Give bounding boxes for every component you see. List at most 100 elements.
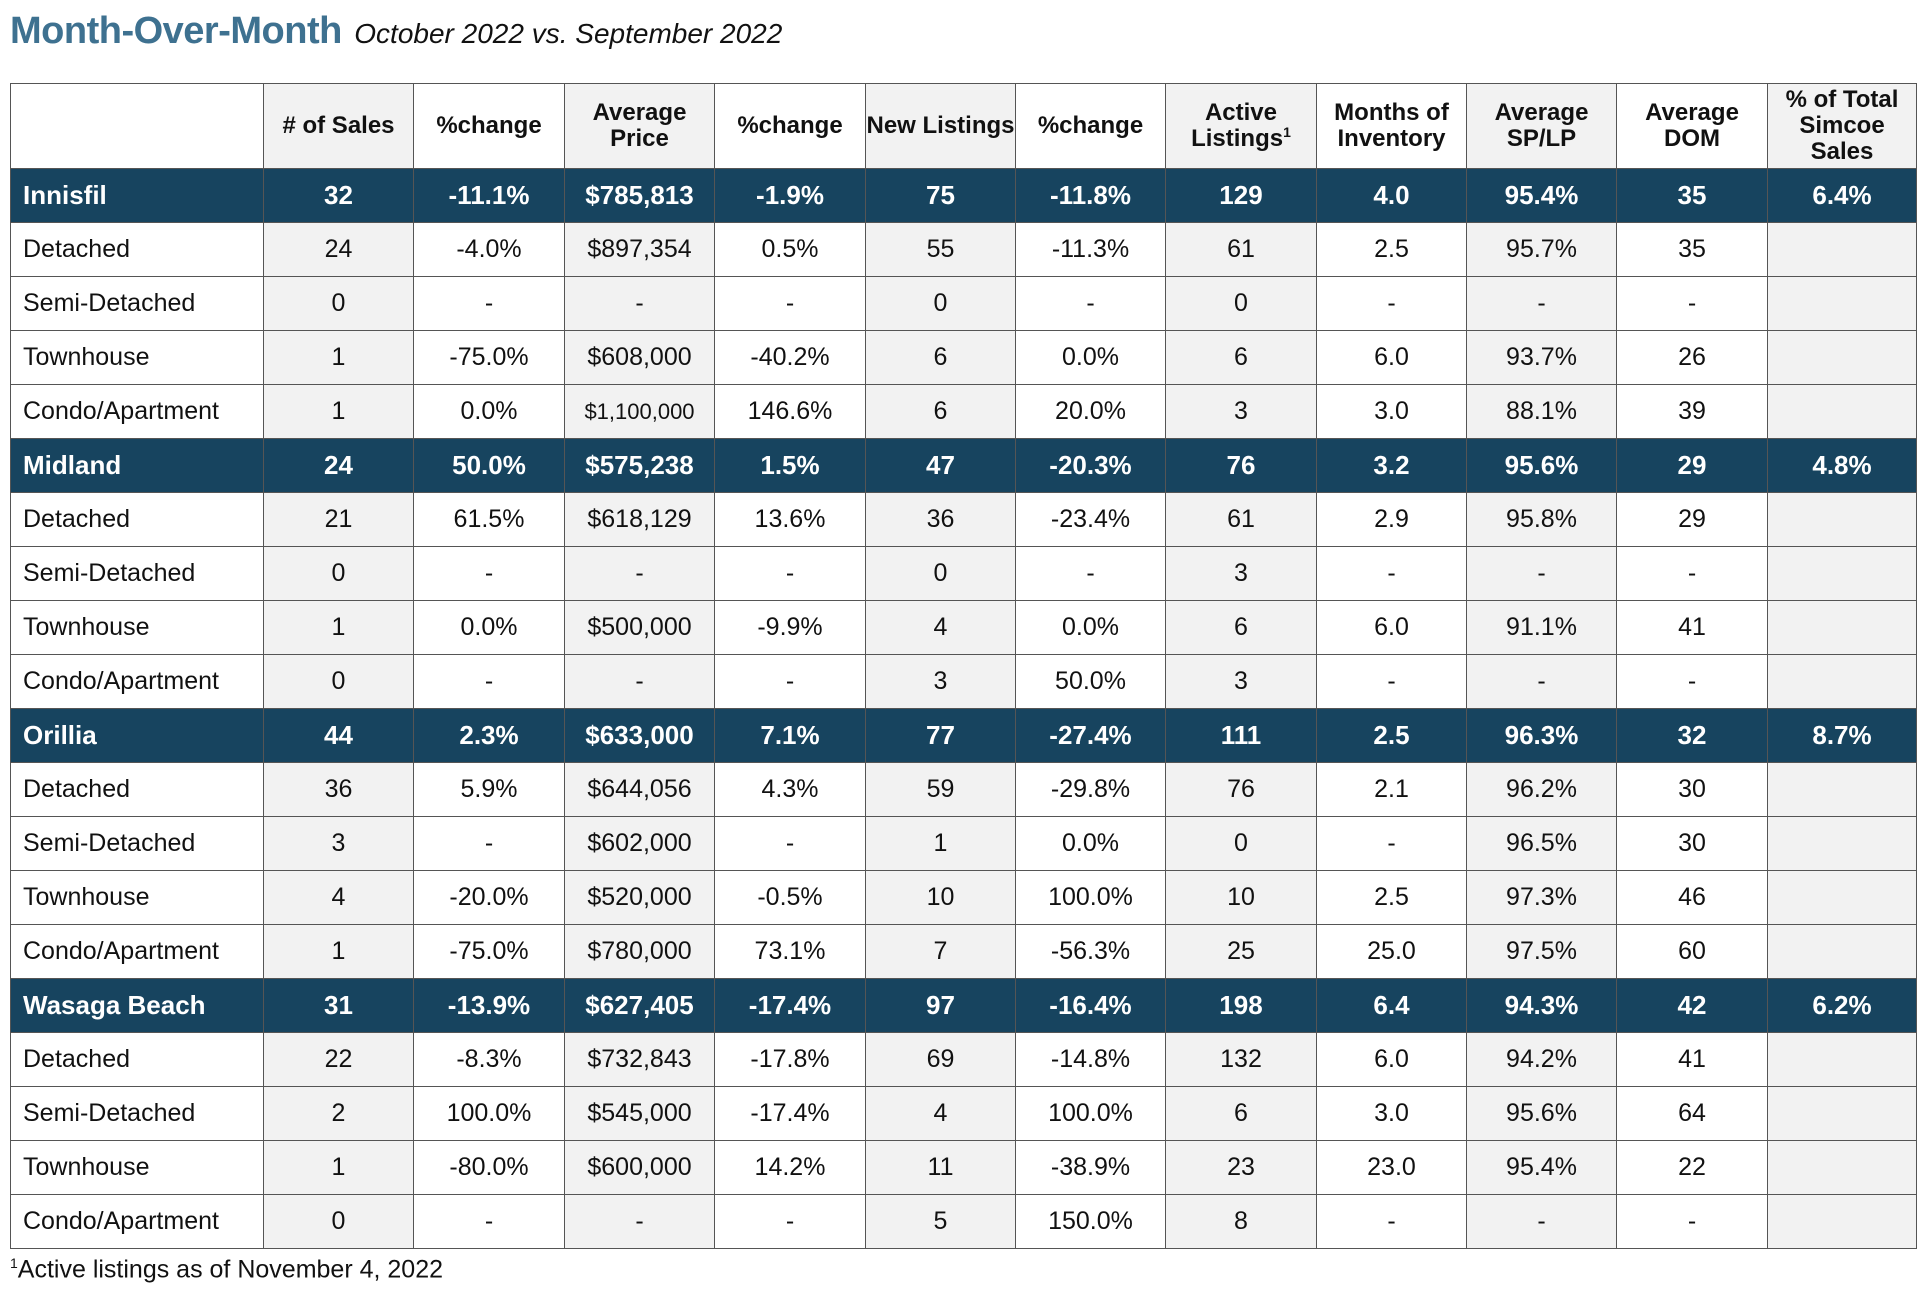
table-cell: -0.5%	[714, 870, 866, 925]
table-cell: 22	[263, 1032, 414, 1087]
table-cell: 150.0%	[1015, 1194, 1166, 1249]
table-cell: 4	[263, 870, 414, 925]
table-cell: -	[1616, 546, 1768, 601]
table-cell	[1767, 1140, 1917, 1195]
page-subtitle: October 2022 vs. September 2022	[354, 18, 783, 49]
property-type-label: Condo/Apartment	[10, 384, 264, 439]
footnote-text: Active listings as of November 4, 2022	[17, 1255, 444, 1284]
table-cell: -17.4%	[714, 978, 866, 1033]
property-type-label: Condo/Apartment	[10, 924, 264, 979]
property-type-label: Detached	[10, 492, 264, 547]
table-cell: -	[1466, 654, 1617, 709]
column-header-label: % of Total Simcoe Sales	[1785, 86, 1899, 165]
table-cell: 6	[865, 330, 1016, 385]
table-cell: 8.7%	[1767, 708, 1917, 763]
table-cell: -	[413, 816, 565, 871]
table-cell: 44	[263, 708, 414, 763]
table-cell	[1767, 222, 1917, 277]
table-cell: -	[413, 1194, 565, 1249]
table-cell: $545,000	[564, 1086, 715, 1141]
table-cell: 6.0	[1316, 330, 1467, 385]
column-header: New Listings	[865, 83, 1016, 169]
table-cell: -16.4%	[1015, 978, 1166, 1033]
table-cell	[1767, 924, 1917, 979]
table-cell: 47	[865, 438, 1016, 493]
table-cell: 94.3%	[1466, 978, 1617, 1033]
table-cell: -80.0%	[413, 1140, 565, 1195]
footnote-marker: 1	[1283, 124, 1291, 140]
table-cell: -	[1316, 276, 1467, 331]
column-header-label: %change	[1037, 112, 1144, 139]
table-cell: 41	[1616, 600, 1768, 655]
table-cell: $618,129	[564, 492, 715, 547]
column-header: Average DOM	[1616, 83, 1768, 169]
property-type-row: Detached 22 -8.3% $732,843 -17.8% 69 -14.8% 132…	[10, 1032, 1917, 1087]
table-cell	[1767, 1086, 1917, 1141]
table-cell: 14.2%	[714, 1140, 866, 1195]
table-cell: 1	[263, 924, 414, 979]
table-cell: -17.8%	[714, 1032, 866, 1087]
region-name: Innisfil	[10, 168, 264, 223]
table-cell: $575,238	[564, 438, 715, 493]
table-cell	[1767, 384, 1917, 439]
property-type-row: Townhouse 1 -75.0% $608,000 -40.2% 6 0.0% 6 6.0 9…	[10, 330, 1917, 385]
table-cell: 0	[263, 1194, 414, 1249]
table-cell: $600,000	[564, 1140, 715, 1195]
table-cell: 6.0	[1316, 600, 1467, 655]
table-cell: 1	[263, 1140, 414, 1195]
table-cell: 3.0	[1316, 1086, 1467, 1141]
table-cell: -14.8%	[1015, 1032, 1166, 1087]
table-cell: -	[1316, 654, 1467, 709]
column-header-label: Months of Inventory	[1334, 99, 1449, 152]
property-type-row: Semi-Detached 3- $602,000-1 0.0% 0-96.5% 30	[10, 816, 1917, 871]
table-cell: -4.0%	[413, 222, 565, 277]
property-type-row: Detached 24 -4.0% $897,354 0.5% 55 -11.3% 61 2.5…	[10, 222, 1917, 277]
table-cell: 10	[865, 870, 1016, 925]
table-cell: 32	[263, 168, 414, 223]
property-type-label: Semi-Detached	[10, 546, 264, 601]
property-type-row: Condo/Apartment 0- - -5 150.0% 8- - -	[10, 1194, 1917, 1249]
table-cell: 97.5%	[1466, 924, 1617, 979]
column-header	[10, 83, 264, 169]
table-cell: 94.2%	[1466, 1032, 1617, 1087]
table-cell: 29	[1616, 492, 1768, 547]
table-cell: 100.0%	[1015, 870, 1166, 925]
property-type-row: Townhouse 1 0.0% $500,000 -9.9% 4 0.0% 6 6.0 91.1…	[10, 600, 1917, 655]
table-cell: -	[1316, 816, 1467, 871]
table-cell: 1	[865, 816, 1016, 871]
table-cell: -	[1015, 546, 1166, 601]
table-cell: 3	[1165, 654, 1317, 709]
table-cell: 39	[1616, 384, 1768, 439]
table-cell	[1767, 330, 1917, 385]
table-cell	[1767, 546, 1917, 601]
column-header-label: # of Sales	[282, 112, 395, 139]
column-header: Active Listings1	[1165, 83, 1317, 169]
table-cell: -	[564, 654, 715, 709]
table-cell: -	[413, 276, 565, 331]
table-cell: 88.1%	[1466, 384, 1617, 439]
table-cell: 13.6%	[714, 492, 866, 547]
table-cell: 61	[1165, 492, 1317, 547]
property-type-row: Condo/Apartment 1 -75.0% $780,000 73.1% 7 -56.…	[10, 924, 1917, 979]
table-cell: -	[1466, 1194, 1617, 1249]
column-header-label: Active Listings	[1191, 99, 1284, 152]
table-cell: 100.0%	[1015, 1086, 1166, 1141]
column-header: % of Total Simcoe Sales	[1767, 83, 1917, 169]
table-cell: -	[1316, 546, 1467, 601]
table-cell: -	[1616, 1194, 1768, 1249]
table-cell: 95.8%	[1466, 492, 1617, 547]
property-type-label: Semi-Detached	[10, 1086, 264, 1141]
column-header-label: Average Price	[592, 99, 687, 152]
table-cell: $644,056	[564, 762, 715, 817]
table-cell: 3.0	[1316, 384, 1467, 439]
table-cell: -9.9%	[714, 600, 866, 655]
table-cell: 4.8%	[1767, 438, 1917, 493]
table-cell: 11	[865, 1140, 1016, 1195]
column-header: Average Price	[564, 83, 715, 169]
table-body: Innisfil 32 -11.1% $785,813 -1.9% 75 -11.8% 129…	[10, 168, 1917, 1249]
table-cell: $780,000	[564, 924, 715, 979]
table-cell: -17.4%	[714, 1086, 866, 1141]
table-cell: -	[714, 546, 866, 601]
table-cell: -	[1616, 654, 1768, 709]
property-type-label: Condo/Apartment	[10, 1194, 264, 1249]
